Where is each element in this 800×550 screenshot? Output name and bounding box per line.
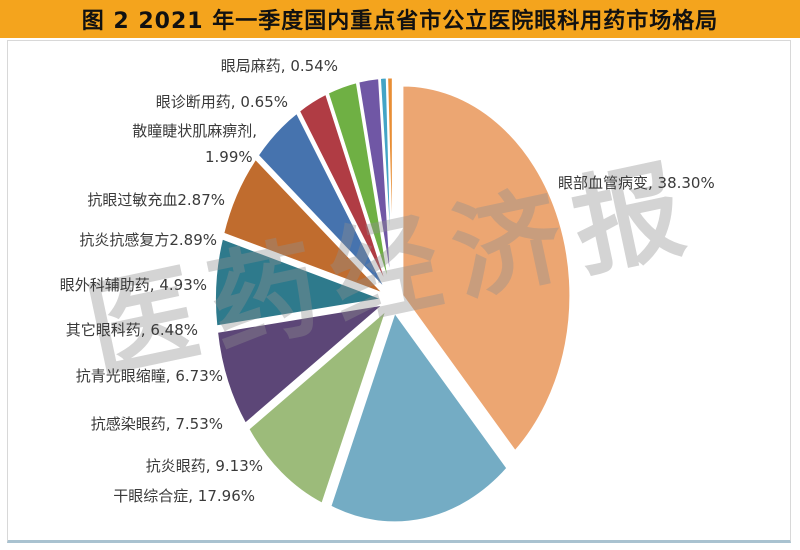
figure-title-bar: 图 2 2021 年一季度国内重点省市公立医院眼科用药市场格局 <box>0 0 800 38</box>
slice-label-散瞳睫状肌麻痹剂-value: 1.99% <box>205 148 253 166</box>
slice-label-其它眼科药: 其它眼科药, 6.48% <box>65 321 198 339</box>
pie-slice-抗青光眼缩瞳 <box>214 237 387 328</box>
pie-slice-抗眼过敏充血 <box>326 80 392 289</box>
pie-slice-其它眼科药 <box>222 157 385 295</box>
slice-label-眼外科辅助药: 眼外科辅助药, 4.93% <box>59 276 207 294</box>
pie-slice-抗炎眼药 <box>247 306 389 506</box>
pie-slice-抗炎抗感复方 <box>297 92 390 290</box>
slice-label-干眼综合症: 干眼综合症, 17.96% <box>113 487 255 505</box>
slice-label-眼局麻药: 眼局麻药, 0.54% <box>220 57 338 75</box>
slice-label-抗感染眼药: 抗感染眼药, 7.53% <box>90 415 223 433</box>
pie-slice-眼部血管病变 <box>401 84 572 453</box>
slice-label-散瞳睫状肌麻痹剂: 散瞳睫状肌麻痹剂, <box>132 122 257 140</box>
pie-slice-抗感染眼药 <box>215 302 387 426</box>
pie-slice-眼局麻药 <box>386 76 394 288</box>
figure-title: 图 2 2021 年一季度国内重点省市公立医院眼科用药市场格局 <box>81 9 719 34</box>
slice-label-抗炎抗感复方: 抗炎抗感复方2.89% <box>79 231 217 249</box>
chart-frame <box>7 40 791 543</box>
slice-label-抗炎眼药: 抗炎眼药, 9.13% <box>145 457 263 475</box>
slice-label-眼诊断用药: 眼诊断用药, 0.65% <box>155 93 288 111</box>
slice-label-抗眼过敏充血: 抗眼过敏充血2.87% <box>87 191 225 209</box>
pie-slice-干眼综合症 <box>329 310 509 524</box>
pie-slice-眼外科辅助药 <box>256 111 388 292</box>
slice-label-抗青光眼缩瞳: 抗青光眼缩瞳, 6.73% <box>75 367 223 385</box>
slice-label-眼部血管病变: 眼部血管病变, 38.30% <box>558 174 715 192</box>
